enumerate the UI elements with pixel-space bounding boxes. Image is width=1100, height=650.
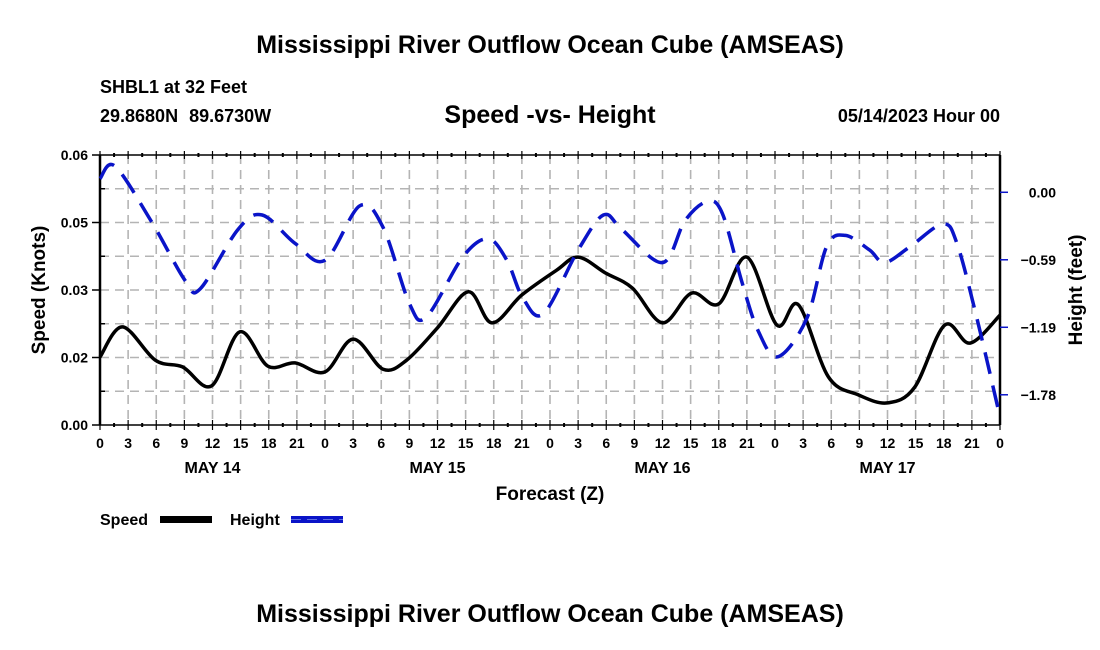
- x-tick-label: 15: [458, 435, 474, 451]
- chart-main-title: Mississippi River Outflow Ocean Cube (AM…: [256, 31, 844, 59]
- x-axis-title: Forecast (Z): [496, 484, 605, 505]
- legend-label-speed: Speed: [100, 512, 148, 529]
- x-tick-label: 12: [880, 435, 896, 451]
- x-tick-label: 3: [124, 435, 132, 451]
- x-tick-label: 9: [855, 435, 863, 451]
- x-tick-label: 0: [96, 435, 104, 451]
- x-day-label: MAY 16: [634, 460, 690, 477]
- x-tick-label: 6: [152, 435, 160, 451]
- y-axis-ticks: 0.06 0.05 0.03 0.02 0.00: [61, 147, 105, 433]
- y-axis-title: Speed (Knots): [29, 226, 50, 355]
- x-tick-label: 0: [771, 435, 779, 451]
- legend-label-height: Height: [230, 512, 280, 529]
- x-tick-label: 18: [261, 435, 277, 451]
- x-tick-label: 15: [683, 435, 699, 451]
- x-tick-label: 18: [486, 435, 502, 451]
- x-tick-label: 0: [321, 435, 329, 451]
- y-tick-label: 0.05: [61, 215, 88, 231]
- x-tick-label: 6: [827, 435, 835, 451]
- coordinates-label: 29.8680N 89.6730W: [100, 106, 272, 126]
- x-tick-label: 15: [908, 435, 924, 451]
- x-tick-label: 21: [739, 435, 755, 451]
- y2-axis-title: Height (feet): [1066, 235, 1087, 346]
- series-layer: [98, 162, 1002, 418]
- y-tick-label: 0.00: [61, 417, 88, 433]
- legend: Speed Height: [100, 512, 343, 529]
- x-day-label: MAY 17: [859, 460, 915, 477]
- y2-tick-label: 0.00: [1029, 184, 1056, 200]
- x-tick-label: 0: [546, 435, 554, 451]
- series-line-height: [98, 162, 1002, 418]
- y2-axis-ticks: 0.00 −0.59 −1.19 −1.78: [1000, 184, 1057, 403]
- y-tick-label: 0.02: [61, 350, 88, 366]
- y-tick-label: 0.03: [61, 282, 88, 298]
- x-tick-label: 9: [630, 435, 638, 451]
- x-tick-label: 21: [514, 435, 530, 451]
- y-tick-label: 0.06: [61, 147, 88, 163]
- x-tick-label: 6: [377, 435, 385, 451]
- x-tick-label: 18: [936, 435, 952, 451]
- x-tick-label: 12: [430, 435, 446, 451]
- y2-tick-label: −0.59: [1021, 252, 1057, 268]
- x-day-label: MAY 14: [184, 460, 240, 477]
- chart-subtitle: Speed -vs- Height: [444, 101, 656, 129]
- x-tick-label: 3: [349, 435, 357, 451]
- x-tick-label: 9: [180, 435, 188, 451]
- forecast-datetime: 05/14/2023 Hour 00: [837, 106, 1000, 126]
- legend-swatch-speed: [160, 516, 212, 523]
- x-tick-label: 9: [405, 435, 413, 451]
- x-tick-label: 3: [799, 435, 807, 451]
- x-tick-label: 0: [996, 435, 1004, 451]
- x-tick-label: 15: [233, 435, 249, 451]
- x-tick-label: 6: [602, 435, 610, 451]
- y2-tick-label: −1.78: [1021, 387, 1057, 403]
- x-tick-label: 21: [289, 435, 305, 451]
- series-line-speed: [98, 255, 1002, 405]
- x-axis-ticks: 0 3 6 9 12 15 18 21 0 3 6 9 12 15 18 21 0 3 6 9 12 15 18 21 0 3 6 9…: [96, 151, 1004, 477]
- station-label: SHBL1 at 32 Feet: [100, 77, 248, 97]
- x-tick-label: 3: [574, 435, 582, 451]
- x-tick-label: 18: [711, 435, 727, 451]
- y2-tick-label: −1.19: [1021, 319, 1057, 335]
- x-day-label: MAY 15: [409, 460, 465, 477]
- x-tick-label: 12: [655, 435, 671, 451]
- grid-lines: [100, 155, 1000, 425]
- x-tick-label: 21: [964, 435, 980, 451]
- footer-title: Mississippi River Outflow Ocean Cube (AM…: [256, 600, 844, 628]
- x-tick-label: 12: [205, 435, 221, 451]
